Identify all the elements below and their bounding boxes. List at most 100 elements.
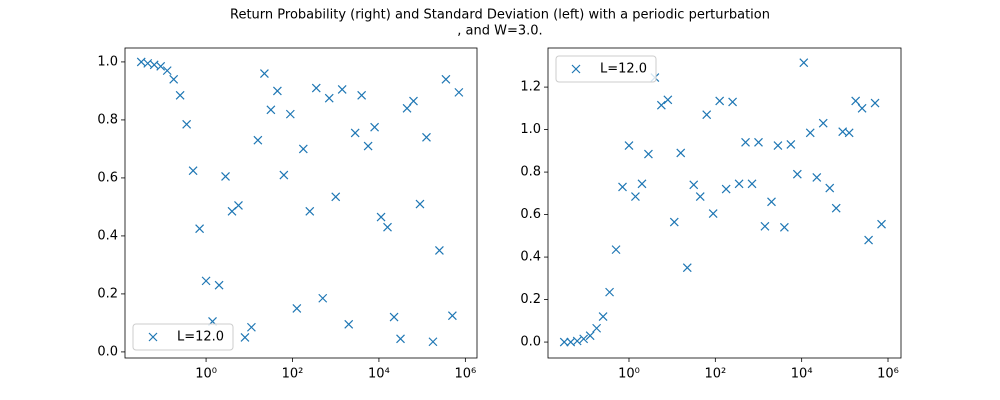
y-tick-label: 0.4 <box>97 228 118 243</box>
marker <box>585 331 595 341</box>
marker <box>396 334 405 344</box>
marker <box>182 119 192 129</box>
marker <box>337 85 347 94</box>
marker <box>305 206 315 216</box>
title: Return Probability (right) and Standard … <box>230 8 770 23</box>
marker <box>864 235 874 245</box>
y-tick-label: 1.0 <box>520 122 541 137</box>
marker <box>318 293 328 303</box>
marker <box>760 221 770 231</box>
marker <box>721 184 731 194</box>
marker <box>454 87 464 97</box>
marker <box>324 93 334 103</box>
marker <box>188 166 198 176</box>
marker <box>773 141 783 150</box>
marker <box>253 135 263 145</box>
marker <box>441 74 451 84</box>
marker <box>234 201 243 210</box>
y-tick-label: 0.0 <box>97 344 118 359</box>
marker <box>434 245 444 255</box>
legend-marker <box>571 64 581 74</box>
x-tick-label: 10⁰ <box>618 367 640 382</box>
marker <box>156 61 166 71</box>
marker <box>266 105 276 115</box>
marker <box>579 334 589 344</box>
x-tick-label: 10⁶ <box>454 367 476 382</box>
marker <box>370 122 380 132</box>
marker <box>870 98 880 108</box>
marker <box>259 69 269 78</box>
legend-box <box>132 323 234 351</box>
marker <box>559 337 569 347</box>
y-tick-label: 0.8 <box>97 112 118 127</box>
x-tick-label: 10⁴ <box>368 367 390 382</box>
marker <box>389 312 399 322</box>
y-tick-label: 1.2 <box>520 80 541 95</box>
marker <box>285 109 295 119</box>
marker <box>844 128 854 138</box>
marker <box>447 311 457 321</box>
marker <box>415 199 425 209</box>
marker <box>363 141 373 151</box>
legend-label: L=12.0 <box>600 62 647 77</box>
marker <box>605 287 614 297</box>
marker <box>857 103 867 113</box>
marker <box>702 110 712 120</box>
marker <box>292 303 302 313</box>
marker <box>572 336 582 346</box>
legend-box <box>555 55 657 83</box>
x-tick-label: 10⁴ <box>791 367 813 382</box>
marker <box>754 137 763 147</box>
marker <box>611 245 621 255</box>
marker <box>422 132 431 142</box>
marker <box>376 212 386 222</box>
marker <box>246 322 256 332</box>
marker <box>409 96 418 106</box>
axes-frame <box>547 47 902 359</box>
marker <box>272 86 282 96</box>
marker <box>708 209 718 218</box>
legend-marker <box>148 332 158 342</box>
marker <box>663 95 673 105</box>
marker <box>162 66 172 76</box>
marker <box>598 312 608 321</box>
marker <box>298 144 308 154</box>
marker <box>637 179 647 189</box>
marker <box>428 337 438 347</box>
marker <box>831 203 841 213</box>
marker <box>644 149 653 159</box>
y-tick-label: 0.2 <box>97 286 118 301</box>
marker <box>812 172 822 182</box>
marker <box>592 323 602 333</box>
marker <box>786 140 796 149</box>
y-tick-label: 0.4 <box>520 250 541 265</box>
x-tick-label: 10⁰ <box>195 367 217 382</box>
marker <box>818 118 828 128</box>
marker <box>851 96 861 106</box>
marker <box>741 137 750 147</box>
marker <box>805 128 815 138</box>
y-tick-label: 1.0 <box>97 54 118 69</box>
marker <box>344 319 354 329</box>
marker <box>747 179 757 189</box>
marker <box>214 280 224 290</box>
marker <box>279 170 289 180</box>
y-tick-label: 0.6 <box>97 170 118 185</box>
marker <box>357 90 367 100</box>
marker <box>221 172 230 181</box>
y-tick-label: 0.2 <box>520 292 541 307</box>
marker <box>618 182 627 192</box>
y-tick-label: 0.0 <box>520 335 541 350</box>
marker <box>656 100 666 110</box>
x-tick-label: 10⁶ <box>877 367 899 382</box>
marker <box>682 263 692 273</box>
marker <box>331 192 341 202</box>
marker <box>631 192 640 201</box>
axes-frame <box>124 47 478 359</box>
y-tick-label: 0.6 <box>520 207 541 222</box>
marker <box>792 169 802 179</box>
marker <box>169 74 179 84</box>
marker <box>669 217 679 227</box>
x-tick-label: 10² <box>704 367 726 382</box>
